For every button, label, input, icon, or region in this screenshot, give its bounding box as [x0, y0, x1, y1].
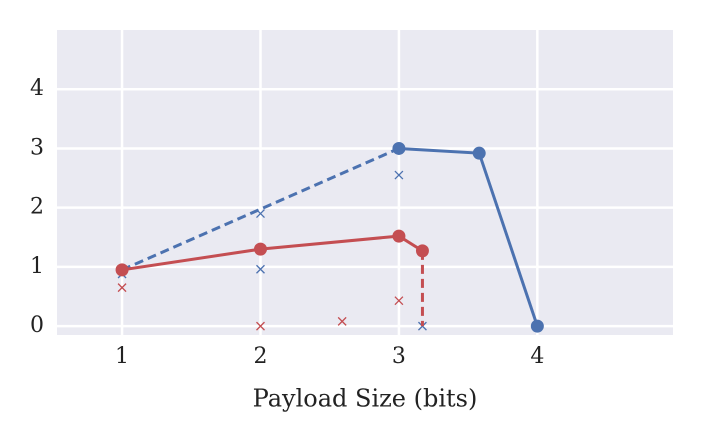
- plot-area: [57, 30, 673, 335]
- cross-point: [394, 296, 404, 306]
- cross-point: [337, 316, 347, 326]
- cross-point: [417, 321, 427, 331]
- y-tick-label: 4: [30, 76, 44, 101]
- series-line: [121, 147, 400, 272]
- point: [253, 242, 267, 256]
- x-axis-label: Payload Size (bits): [253, 385, 478, 413]
- x-tick-label: 3: [392, 344, 406, 369]
- cross-point: [117, 283, 127, 293]
- y-tick-label: 3: [30, 135, 44, 160]
- cross-point: [256, 321, 265, 331]
- series-line: [121, 234, 424, 272]
- y-tick-label: 2: [30, 195, 44, 220]
- point: [415, 244, 429, 258]
- point: [530, 319, 544, 333]
- point: [115, 263, 129, 277]
- y-tick-label: 0: [30, 313, 44, 338]
- point: [472, 146, 486, 160]
- x-tick-label: 2: [253, 344, 267, 369]
- cross-point: [394, 170, 404, 180]
- x-tick-label: 1: [115, 344, 129, 369]
- point: [392, 229, 406, 243]
- y-tick-label: 1: [30, 254, 44, 279]
- cross-point: [256, 209, 265, 219]
- x-tick-label: 4: [530, 344, 544, 369]
- cross-point: [256, 264, 265, 274]
